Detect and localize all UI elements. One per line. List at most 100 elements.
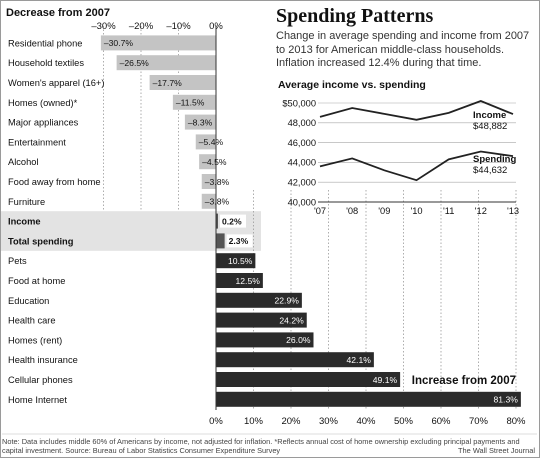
line-x-tick: '09 [378, 206, 390, 216]
axis-top-tick: –20% [129, 21, 154, 32]
line-chart-title: Average income vs. spending [278, 79, 426, 91]
bar-value-label: 42.1% [347, 355, 372, 365]
category-label: Homes (owned)* [8, 98, 78, 108]
axis-bottom-tick: 0% [209, 416, 223, 427]
line-y-tick: $50,000 [282, 98, 316, 108]
bar-value-label: –3.8% [205, 177, 230, 187]
bar-negative [199, 154, 216, 170]
series-value-spending: $44,632 [473, 165, 507, 176]
category-label: Cellular phones [8, 375, 73, 385]
bar-value-label: –3.8% [205, 197, 230, 207]
bar-value-label: 26.0% [286, 335, 311, 345]
axis-bottom-tick: 70% [469, 416, 489, 427]
bar-negative [201, 193, 216, 209]
bar-value-label: 81.3% [494, 395, 519, 405]
bar-negative [172, 94, 216, 110]
axis-bottom-tick: 50% [394, 416, 414, 427]
bar-positive [216, 213, 218, 229]
bar-positive [216, 292, 302, 308]
footnote-note: Note: Data includes middle 60% of Americ… [2, 437, 520, 455]
series-line-income [319, 100, 514, 121]
bar-negative [201, 174, 216, 189]
footnote-source: Source: Bureau of Labor Statistics Consu… [65, 446, 281, 455]
line-x-tick: '10 [410, 206, 422, 216]
bar-value-label: –11.5% [176, 98, 205, 108]
axis-top-tick: –30% [91, 21, 116, 32]
axis-bottom-tick: 80% [506, 416, 526, 427]
series-value-income: $48,882 [473, 121, 507, 132]
axis-bottom-tick: 40% [356, 416, 376, 427]
bar-value-label: 0.2% [222, 216, 242, 226]
bar-value-label: 22.9% [275, 296, 300, 306]
bar-positive [216, 312, 307, 328]
bar-negative [184, 114, 216, 130]
bar-negative [149, 75, 216, 90]
category-label: Food at home [8, 276, 65, 286]
line-y-tick: 46,000 [288, 138, 316, 148]
category-label: Alcohol [8, 157, 39, 167]
page-title: Spending Patterns [276, 5, 434, 27]
category-label: Women's apparel (16+) [8, 78, 104, 88]
axis-bottom-tick: 30% [319, 416, 339, 427]
line-y-tick: 42,000 [288, 178, 316, 188]
bar-value-label: –17.7% [153, 78, 183, 88]
bar-positive [216, 391, 521, 407]
bar-value-label: 2.3% [229, 236, 249, 246]
line-y-tick: 48,000 [288, 118, 316, 128]
category-label: Furniture [8, 197, 45, 207]
series-name-spending: Spending [473, 154, 516, 165]
category-label: Pets [8, 256, 27, 266]
bar-negative [116, 55, 216, 71]
bar-value-box [220, 214, 246, 228]
line-x-tick: '12 [475, 206, 487, 216]
category-label: Food away from home [8, 177, 101, 187]
bar-value-label: –5.4% [199, 137, 224, 147]
category-label: Household textiles [8, 58, 84, 68]
bar-value-label: –30.7% [104, 38, 134, 48]
bar-positive [216, 372, 401, 387]
line-x-tick: '11 [443, 206, 454, 216]
line-x-tick: '07 [314, 206, 326, 216]
bar-negative [100, 35, 216, 51]
axis-bottom-tick: 10% [244, 416, 264, 427]
category-label: Education [8, 296, 49, 306]
bar-negative [195, 134, 216, 150]
line-y-tick: 40,000 [288, 197, 316, 207]
axis-bottom-tick: 20% [281, 416, 301, 427]
line-x-tick: '13 [507, 206, 519, 216]
header-positive: Increase from 2007 [412, 375, 516, 387]
bar-positive [216, 233, 225, 249]
axis-top-tick: –10% [166, 21, 191, 32]
footnote-credit: The Wall Street Journal [458, 446, 535, 455]
axis-bottom-tick: 60% [431, 416, 451, 427]
series-line-spending [319, 150, 514, 182]
bar-value-box [226, 234, 253, 248]
series-name-income: Income [473, 110, 506, 121]
page-subtitle: Change in average spending and income fr… [276, 30, 530, 69]
bar-value-label: 10.5% [228, 256, 253, 266]
header-negative: Decrease from 2007 [6, 7, 110, 19]
bar-positive [216, 332, 314, 348]
bar-positive [216, 352, 374, 368]
line-y-tick: 44,000 [288, 158, 316, 168]
bar-value-label: –8.3% [188, 117, 213, 127]
category-label: Total spending [8, 236, 74, 246]
category-label: Home Internet [8, 395, 67, 405]
title-block: Spending Patterns Change in average spen… [276, 4, 534, 71]
category-label: Health care [8, 316, 56, 326]
bar-positive [216, 253, 256, 269]
category-label: Residential phone [8, 38, 82, 48]
bar-value-label: 49.1% [373, 375, 398, 385]
bar-value-label: 24.2% [279, 315, 304, 325]
bar-value-label: 12.5% [236, 276, 261, 286]
bar-value-label: –26.5% [120, 58, 150, 68]
category-label: Health insurance [8, 355, 78, 365]
bar-value-label: –4.5% [202, 157, 227, 167]
footnote: Note: Data includes middle 60% of Americ… [2, 437, 537, 455]
category-label: Major appliances [8, 118, 79, 128]
category-label: Income [8, 217, 41, 227]
bar-positive [216, 273, 263, 288]
category-label: Entertainment [8, 137, 66, 147]
line-x-tick: '08 [346, 206, 358, 216]
